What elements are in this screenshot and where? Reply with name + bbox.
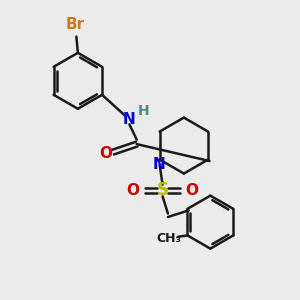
Text: S: S: [157, 182, 169, 200]
Text: H: H: [138, 104, 149, 118]
Text: O: O: [99, 146, 112, 161]
Text: O: O: [127, 183, 140, 198]
Text: N: N: [123, 112, 136, 127]
Text: O: O: [185, 183, 199, 198]
Text: N: N: [153, 158, 165, 172]
Text: CH₃: CH₃: [156, 232, 182, 245]
Text: Br: Br: [66, 16, 85, 32]
